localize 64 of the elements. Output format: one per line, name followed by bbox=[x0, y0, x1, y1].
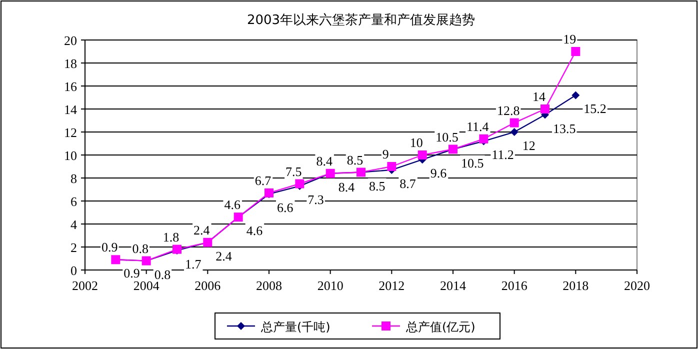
data-label: 11.4 bbox=[466, 118, 490, 134]
data-label: 10.5 bbox=[436, 129, 458, 144]
data-label: 10 bbox=[410, 135, 423, 150]
data-label: 0.9 bbox=[124, 266, 140, 281]
x-tick-label: 2020 bbox=[624, 278, 650, 293]
data-label: 2.4 bbox=[194, 222, 210, 238]
point bbox=[510, 128, 518, 136]
data-label: 7.5 bbox=[286, 164, 302, 179]
y-tick-label: 20 bbox=[64, 33, 77, 48]
x-tick-label: 2006 bbox=[194, 278, 222, 293]
y-tick-label: 2 bbox=[70, 240, 77, 255]
data-label: 15.2 bbox=[584, 101, 606, 116]
data-label: 8.4 bbox=[338, 179, 356, 194]
data-label: 6.7 bbox=[254, 172, 272, 188]
data-label: 14 bbox=[532, 89, 546, 104]
x-tick-label: 2002 bbox=[72, 278, 98, 293]
y-tick-label: 8 bbox=[70, 171, 77, 186]
y-tick-label: 10 bbox=[64, 148, 77, 163]
data-label: 8.4 bbox=[316, 153, 333, 168]
data-label: 6.6 bbox=[277, 200, 294, 216]
point bbox=[479, 134, 488, 144]
data-label: 8.5 bbox=[369, 178, 386, 194]
point bbox=[387, 162, 396, 171]
x-tick-label: 2008 bbox=[256, 278, 282, 293]
point bbox=[572, 91, 580, 100]
y-tick-label: 18 bbox=[64, 56, 77, 71]
x-tick-label: 2012 bbox=[378, 278, 405, 293]
y-tick-label: 16 bbox=[64, 79, 78, 94]
data-label: 9 bbox=[382, 146, 389, 162]
data-label: 4.6 bbox=[224, 197, 241, 212]
data-label: 4.6 bbox=[246, 223, 264, 238]
data-label: 0.9 bbox=[102, 240, 118, 255]
chart-title: 2003年以来六堡茶产量和产值发展趋势 bbox=[246, 13, 476, 28]
point bbox=[571, 47, 580, 56]
data-label: 10.5 bbox=[461, 155, 484, 170]
point bbox=[540, 104, 550, 114]
data-label: 2.4 bbox=[216, 248, 232, 264]
data-label: 9.6 bbox=[430, 166, 448, 181]
point bbox=[418, 150, 427, 160]
y-tick-label: 14 bbox=[64, 102, 78, 117]
point bbox=[510, 118, 519, 128]
y-tick-label: 12 bbox=[64, 125, 77, 140]
y-tick-label: 0 bbox=[70, 263, 77, 278]
data-label: 13.5 bbox=[553, 120, 576, 136]
legend-label: 总产值(亿元) bbox=[405, 320, 476, 334]
data-label: 7.3 bbox=[308, 192, 324, 208]
y-tick-label: 4 bbox=[70, 217, 78, 232]
data-label: 8.7 bbox=[400, 176, 416, 191]
x-tick-label: 2018 bbox=[562, 278, 589, 293]
data-label: 12.8 bbox=[496, 102, 520, 118]
y-tick-label: 6 bbox=[70, 194, 78, 209]
data-label: 1.7 bbox=[185, 256, 202, 272]
point bbox=[295, 179, 304, 188]
data-label: 12 bbox=[522, 138, 536, 153]
data-label: 19 bbox=[563, 32, 576, 46]
x-tick-label: 2014 bbox=[440, 278, 466, 293]
x-tick-label: 2016 bbox=[501, 278, 528, 293]
data-label: 0.8 bbox=[154, 266, 171, 282]
data-label: 8.5 bbox=[346, 152, 364, 168]
x-tick-label: 2010 bbox=[317, 278, 344, 293]
data-label: 11.2 bbox=[492, 147, 514, 162]
legend-label: 总产量(千吨) bbox=[260, 320, 330, 334]
data-label: 1.8 bbox=[162, 229, 180, 244]
data-label: 0.8 bbox=[132, 240, 148, 256]
